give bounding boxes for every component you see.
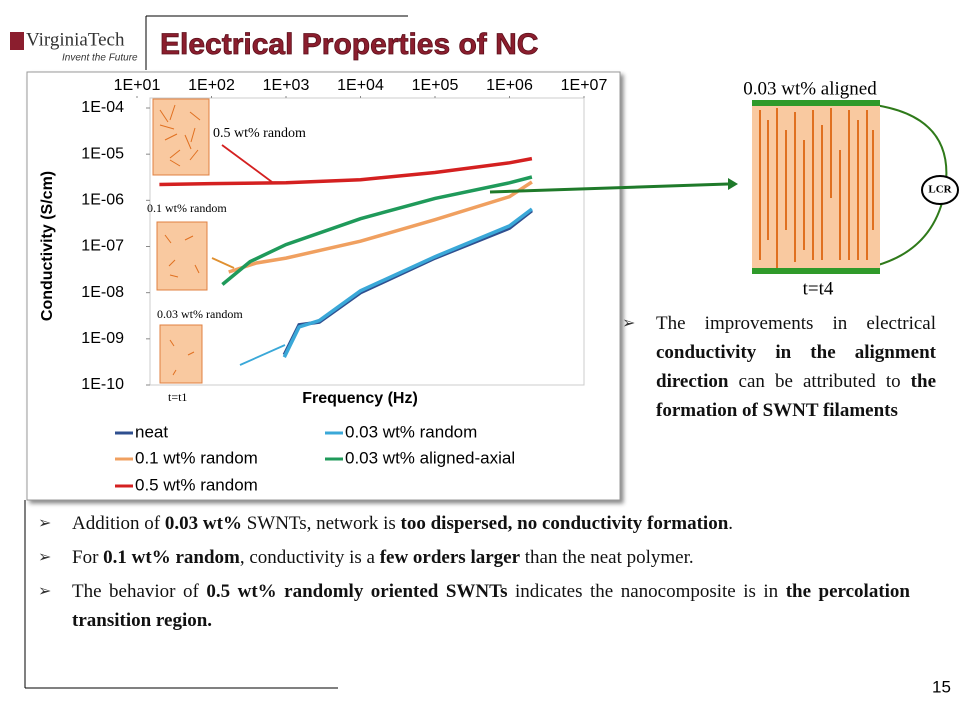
page-number: 15	[932, 677, 951, 696]
chart: 1E+01 1E+02 1E+03 1E+04 1E+05 1E+06 1E+07 1E-04…	[39, 77, 607, 494]
legend-label: 0.1 wt% random	[135, 448, 258, 467]
text-run: Addition of	[72, 513, 165, 534]
text-run: can be attributed to	[728, 371, 911, 392]
time-label: t=t4	[803, 278, 834, 299]
x-tick-label: 1E+06	[486, 77, 533, 94]
y-tick-label: 1E-05	[81, 145, 124, 162]
text-run: conductivity in the alignment direction	[656, 342, 936, 392]
aligned-sample	[752, 104, 880, 272]
inset-fibers	[164, 234, 200, 278]
slide-title: Electrical Properties of NC	[160, 28, 538, 61]
arrows	[211, 144, 738, 366]
text-run: few orders larger	[379, 547, 521, 568]
inset-label: 0.03 wt% random	[157, 307, 243, 321]
meter	[921, 175, 959, 205]
inset-label: 0.5 wt% random	[213, 126, 306, 141]
text-run: 0.03 wt%	[164, 513, 242, 534]
y-tick-label: 1E-09	[81, 330, 124, 347]
inset	[159, 324, 203, 384]
text-run: The behavior of	[72, 581, 207, 602]
inset	[156, 221, 208, 291]
arrow	[221, 144, 273, 183]
y-tick-label: 1E-04	[81, 99, 124, 116]
text-run: .	[728, 513, 734, 534]
x-axis-label: Frequency (Hz)	[302, 390, 418, 407]
inset-fibers	[169, 339, 195, 376]
right-bullet: The improvements in electrical conductiv…	[622, 309, 936, 425]
arrow-head	[728, 178, 738, 190]
legend-label: neat	[135, 422, 168, 441]
x-tick-label: 1E+01	[114, 77, 161, 94]
bullet: The behavior of 0.5 wt% randomly oriente…	[38, 577, 910, 635]
x-tick-label: 1E+04	[337, 77, 384, 94]
inset-fibers	[159, 104, 201, 167]
series-line	[159, 156, 533, 187]
legend-label: 0.03 wt% aligned-axial	[345, 448, 515, 467]
text-run: the percolation transition region.	[72, 581, 910, 631]
text-run: The improvements in electrical	[656, 313, 936, 334]
x-tick-label: 1E+07	[561, 77, 608, 94]
text-run: than the neat polymer.	[520, 547, 694, 568]
text-run: too dispersed, no conductivity formation	[400, 513, 729, 534]
x-tick-label: 1E+03	[263, 77, 310, 94]
plot-area	[149, 97, 585, 386]
aligned-title: 0.03 wt% aligned	[743, 78, 877, 99]
inset-label: t=t1	[168, 390, 187, 404]
y-tick-label: 1E-08	[81, 284, 124, 301]
arrow	[489, 182, 729, 194]
inset	[152, 98, 210, 176]
logo: VirginiaTech	[26, 29, 125, 50]
electrode	[752, 100, 880, 106]
series-line	[228, 180, 533, 274]
inset-images	[152, 98, 210, 384]
chart-frame	[26, 71, 621, 501]
meter-label: LCR	[928, 184, 952, 196]
series-line	[282, 207, 533, 358]
arrow	[211, 257, 235, 269]
y-tick-label: 1E-07	[81, 238, 124, 255]
y-axis-label: Conductivity (S/cm)	[39, 171, 56, 321]
legend-label: 0.5 wt% random	[135, 475, 258, 494]
x-tick-label: 1E+02	[188, 77, 235, 94]
tagline: Invent the Future	[62, 53, 138, 64]
bullet-list: Addition of 0.03 wt% SWNTs, network is t…	[38, 509, 910, 640]
bullet: Addition of 0.03 wt% SWNTs, network is t…	[38, 509, 910, 538]
text-run: 0.1 wt% random	[103, 547, 240, 568]
inset-label: 0.1 wt% random	[147, 201, 227, 215]
text-run: SWNTs, network is	[241, 513, 401, 534]
legend-label: 0.03 wt% random	[345, 422, 477, 441]
text-run: , conductivity is a	[239, 547, 380, 568]
y-tick-label: 1E-06	[81, 192, 124, 209]
aligned-fibers	[759, 108, 874, 268]
arrow	[239, 344, 286, 366]
text-run: For	[72, 547, 104, 568]
text-run: the formation of SWNT filaments	[656, 371, 936, 421]
electrode	[752, 268, 880, 274]
y-tick-label: 1E-10	[81, 376, 124, 393]
logo-mark	[10, 32, 24, 50]
text-run: indicates the nanocomposite is in	[507, 581, 786, 602]
x-tick-label: 1E+05	[412, 77, 459, 94]
series-line	[221, 175, 533, 286]
bullet: For 0.1 wt% random, conductivity is a fe…	[38, 543, 910, 572]
text-run: 0.5 wt% randomly oriented SWNTs	[206, 581, 508, 602]
